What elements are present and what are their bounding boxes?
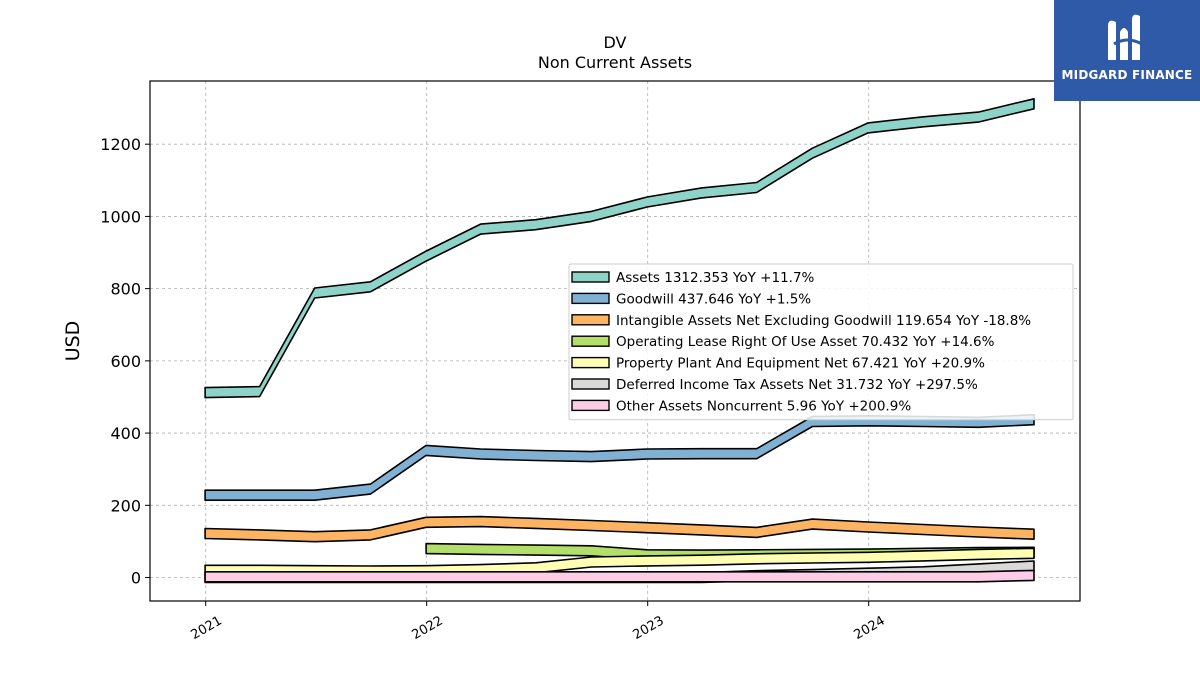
legend-entry: Deferred Income Tax Assets Net 31.732 Yo… xyxy=(616,377,978,393)
y-tick-label: 800 xyxy=(110,280,141,299)
y-tick-label: 1200 xyxy=(100,135,141,154)
brand-logo: MIDGARD FINANCE xyxy=(1054,0,1200,101)
x-tick-label: 2021 xyxy=(189,613,225,643)
chart-title: DV xyxy=(604,33,627,52)
y-tick-label: 400 xyxy=(110,424,141,443)
legend-swatch xyxy=(571,378,610,390)
series-assets xyxy=(204,98,1035,399)
legend-swatch xyxy=(571,271,610,283)
legend-swatch xyxy=(571,314,610,326)
legend-entry: Assets 1312.353 YoY +11.7% xyxy=(616,270,815,286)
series-goodwill xyxy=(204,413,1035,502)
brand-name: MIDGARD FINANCE xyxy=(1061,68,1193,82)
legend: Assets 1312.353 YoY +11.7% Goodwill 437.6… xyxy=(568,263,1074,421)
x-tick-label: 2024 xyxy=(852,613,888,643)
series-layer xyxy=(204,98,1035,584)
series-other-assets-noncurrent xyxy=(204,569,1035,583)
legend-swatch xyxy=(571,335,610,347)
x-axis: 2021 2022 2023 2024 xyxy=(189,601,888,643)
legend-swatch xyxy=(571,292,610,305)
midgard-logo-icon xyxy=(1108,14,1143,61)
x-tick-label: 2023 xyxy=(631,613,667,643)
legend-entry: Intangible Assets Net Excluding Goodwill… xyxy=(616,313,1031,329)
legend-entry: Other Assets Noncurrent 5.96 YoY +200.9% xyxy=(616,398,911,414)
y-tick-label: 600 xyxy=(110,352,141,371)
chart-subtitle: Non Current Assets xyxy=(538,53,692,72)
legend-entry: Operating Lease Right Of Use Asset 70.43… xyxy=(616,334,995,350)
y-axis: 0 200 400 600 800 1000 1200 xyxy=(100,135,150,588)
legend-entry: Property Plant And Equipment Net 67.421 … xyxy=(616,356,985,372)
legend-swatch xyxy=(571,356,610,369)
y-tick-label: 0 xyxy=(131,569,141,588)
x-tick-label: 2022 xyxy=(410,613,446,643)
y-axis-label: USD xyxy=(62,321,84,362)
plot-frame xyxy=(149,80,1081,602)
series-intangible-assets-net-excluding-goodwill xyxy=(204,515,1035,543)
y-tick-label: 200 xyxy=(110,496,141,515)
y-tick-label: 1000 xyxy=(100,207,141,226)
legend-entry: Goodwill 437.646 YoY +1.5% xyxy=(616,291,811,307)
legend-box xyxy=(568,263,1074,421)
legend-swatch xyxy=(571,399,610,412)
